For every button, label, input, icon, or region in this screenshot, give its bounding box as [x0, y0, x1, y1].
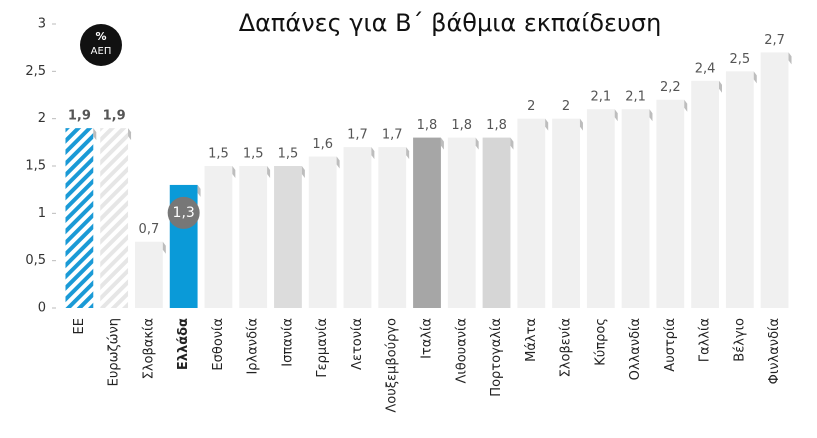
bar-shade	[684, 99, 688, 112]
value-label: 1,7	[382, 128, 403, 143]
bar	[760, 52, 789, 309]
y-tick-label: 1	[38, 206, 46, 221]
x-tick-label: Λετονία	[350, 318, 365, 370]
bar	[274, 166, 302, 308]
y-tick-label: 2	[38, 111, 46, 126]
value-label: 0,7	[139, 222, 160, 237]
value-label: 2	[527, 99, 535, 114]
bar	[656, 99, 685, 308]
x-tick-label: Εσθονία	[211, 318, 226, 371]
value-label: 2,5	[730, 52, 751, 67]
bar	[447, 137, 476, 308]
bar	[65, 128, 94, 308]
bar	[517, 118, 546, 309]
bar-shade	[579, 118, 583, 131]
unit-text: ΑΕΠ	[91, 46, 112, 57]
bar	[725, 71, 754, 308]
x-tick-label: Ιταλία	[420, 318, 435, 359]
bar-shade	[614, 109, 618, 122]
x-tick-label: Ελλάδα	[176, 318, 191, 370]
x-tick-label: Λουξεμβούργο	[385, 318, 400, 413]
x-tick-label: Φινλανδία	[767, 318, 782, 384]
x-tick-label: Ολλανδία	[628, 318, 643, 380]
bar-shade	[440, 137, 444, 150]
bar	[204, 166, 233, 308]
value-label: 2,1	[625, 90, 646, 105]
x-tick-label: Γερμανία	[315, 318, 330, 378]
bar-shade	[162, 241, 166, 254]
bar	[691, 80, 719, 308]
value-label: 1,6	[312, 137, 333, 152]
bar-shade	[475, 137, 479, 150]
value-label: 1,9	[68, 109, 91, 124]
value-label: 2,1	[590, 90, 611, 105]
value-label: 2,7	[764, 33, 785, 48]
x-tick-label: Ιρλανδία	[246, 318, 261, 375]
bar-shade	[336, 156, 340, 169]
x-tick-label: Λιθουανία	[454, 318, 469, 384]
bar	[343, 147, 372, 308]
bar-shade	[545, 118, 549, 131]
x-tick-label: Αυστρία	[663, 318, 678, 372]
y-tick-label: 2,5	[25, 64, 46, 79]
bar	[308, 156, 337, 308]
x-tick-label: Ευρωζώνη	[107, 318, 122, 386]
value-label: 2	[562, 99, 570, 114]
bar	[413, 137, 441, 308]
bar	[482, 137, 511, 308]
unit-symbol: %	[95, 30, 106, 43]
bar-shade	[301, 166, 305, 178]
value-label: 1,9	[103, 109, 126, 124]
x-tick-label: Ισπανία	[280, 318, 295, 367]
x-tick-label: Μάλτα	[524, 318, 539, 362]
bar	[621, 109, 650, 308]
bar-shade	[371, 147, 375, 160]
bar-shade	[649, 109, 653, 122]
value-label: 1,5	[243, 147, 264, 162]
value-label: 1,5	[208, 147, 229, 162]
value-label: 2,2	[660, 80, 681, 95]
value-label: 1,8	[486, 118, 507, 133]
value-label: 1,7	[347, 128, 368, 143]
bar-shade	[753, 71, 757, 84]
bar	[135, 241, 163, 308]
bar-shade	[197, 184, 201, 197]
value-badge	[167, 196, 200, 229]
value-label: 1,3	[173, 205, 195, 221]
chart-title: Δαπάνες για Β΄ βάθμια εκπαίδευση	[239, 9, 662, 37]
unit-badge	[80, 24, 122, 66]
x-tick-label: Πορτογαλία	[489, 318, 504, 397]
x-tick-label: Γαλλία	[698, 318, 713, 362]
bar-shade	[128, 128, 132, 141]
bar-shade	[719, 80, 722, 93]
bar-shade	[267, 166, 271, 178]
value-label: 1,5	[278, 147, 299, 162]
value-label: 1,8	[417, 118, 438, 133]
x-tick-label: Κύπρος	[593, 318, 608, 366]
bar	[378, 147, 407, 308]
bar-shade	[232, 166, 236, 178]
bar-shade	[406, 147, 410, 160]
bar-shade	[93, 128, 97, 141]
value-label: 2,4	[695, 61, 716, 76]
x-tick-label: Βέλγιο	[732, 318, 747, 362]
x-tick-label: ΕΕ	[72, 318, 87, 334]
y-tick-label: 0	[38, 301, 46, 316]
x-tick-label: Σλοβακία	[141, 318, 156, 379]
bar-shade	[510, 137, 514, 150]
y-tick-label: 3	[38, 17, 46, 32]
value-label: 1,8	[451, 118, 472, 133]
bar	[100, 128, 129, 308]
bar	[239, 166, 268, 308]
bar	[586, 109, 615, 308]
y-tick-label: 1,5	[25, 159, 46, 174]
y-tick-label: 0,5	[25, 253, 46, 268]
bar	[552, 118, 580, 309]
x-tick-label: Σλοβενία	[559, 318, 574, 377]
bar-shade	[788, 52, 792, 65]
